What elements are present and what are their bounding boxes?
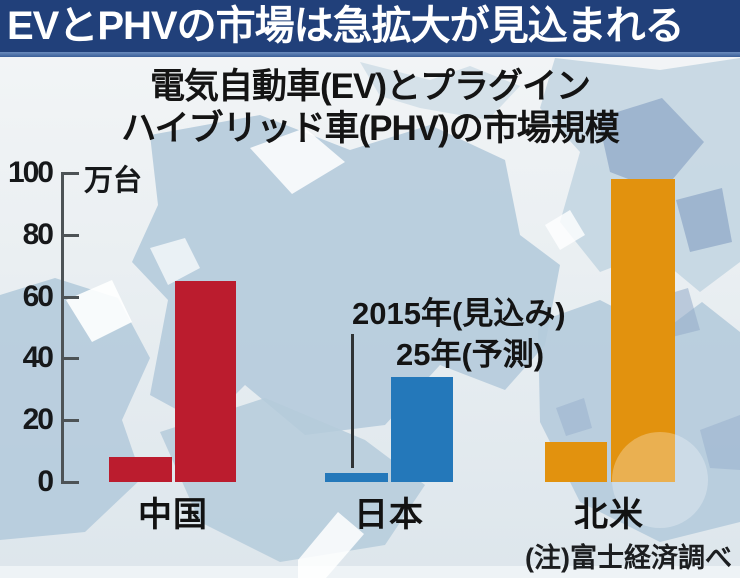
header-bar: EVとPHVの市場は急拡大が見込まれる xyxy=(0,0,740,52)
bar-china-2025 xyxy=(175,281,236,482)
bar-japan-2025 xyxy=(391,377,453,482)
header-accent-strip xyxy=(0,52,740,57)
y-axis-tick xyxy=(61,357,79,361)
chart-title-line-1: 電気自動車(EV)とプラグイン xyxy=(149,67,591,106)
series-annotation-2015: 2015年(見込み) xyxy=(352,296,566,331)
y-axis-tick xyxy=(61,295,79,299)
source-note: (注)富士経済調べ xyxy=(525,543,732,573)
series-annotation-2025: 25年(予測) xyxy=(396,337,545,372)
y-axis-tick-label: 0 xyxy=(37,465,54,498)
chart-title: 電気自動車(EV)とプラグイン ハイブリッド車(PHV)の市場規模 xyxy=(60,66,680,150)
y-axis-tick-label: 100 xyxy=(7,156,54,189)
y-axis-tick xyxy=(61,172,79,175)
y-axis-tick-label: 60 xyxy=(22,279,54,313)
annotation-leader-line xyxy=(351,334,354,468)
y-axis-unit-label: 万台 xyxy=(84,165,143,197)
bar-japan-2015 xyxy=(325,473,388,482)
y-axis-line xyxy=(61,172,64,483)
y-axis-tick-label: 20 xyxy=(22,403,54,437)
bar-north-america-2025 xyxy=(611,179,675,482)
header-title: EVとPHVの市場は急拡大が見込まれる xyxy=(7,4,685,48)
chart-title-line-2: ハイブリッド車(PHV)の市場規模 xyxy=(121,109,620,148)
y-axis-tick xyxy=(61,481,79,484)
bar-china-2015 xyxy=(109,457,172,482)
y-axis-tick-label: 80 xyxy=(22,217,54,251)
watermark-circle xyxy=(612,432,708,528)
y-axis-tick xyxy=(61,419,79,423)
y-axis-tick-label: 40 xyxy=(22,341,54,375)
y-axis-tick xyxy=(61,233,79,237)
bar-north-america-2015 xyxy=(545,442,607,482)
category-label-north-america: 北米 xyxy=(574,496,644,534)
category-label-china: 中国 xyxy=(138,496,208,534)
category-label-japan: 日本 xyxy=(354,496,424,534)
